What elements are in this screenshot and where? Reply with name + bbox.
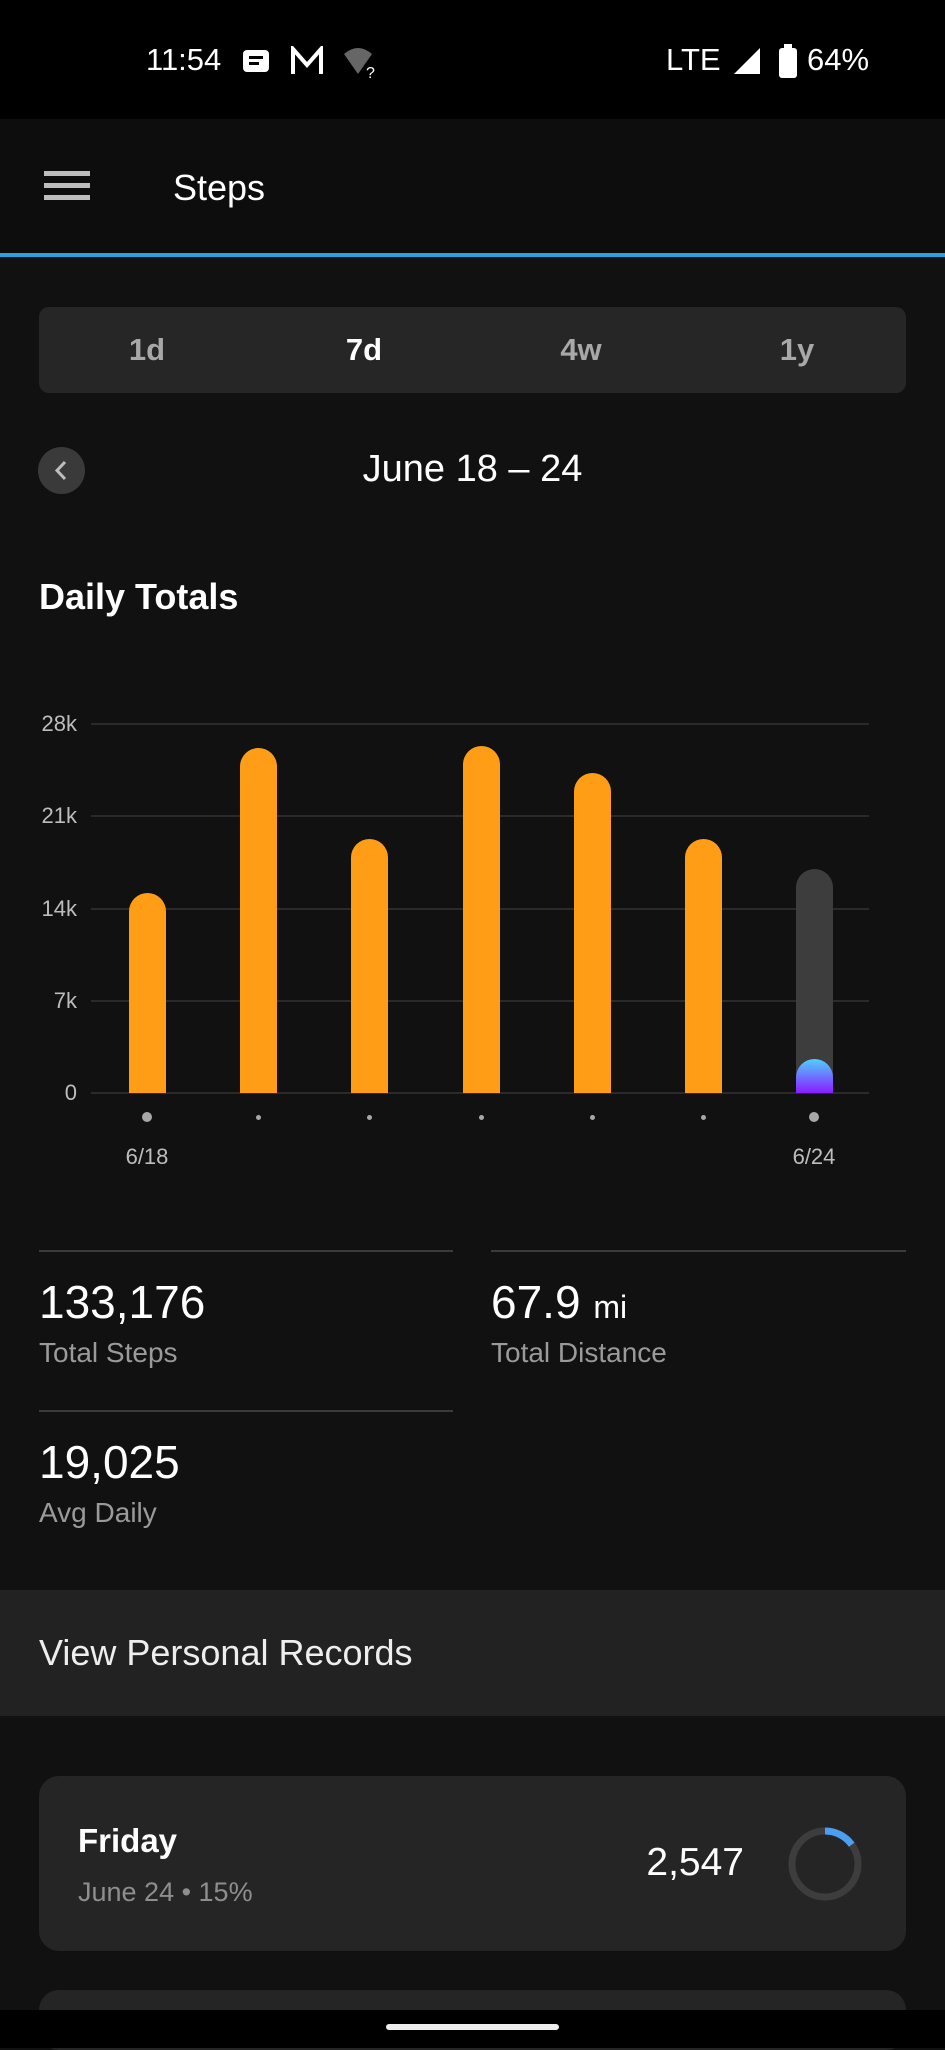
day-card[interactable]: Friday June 24 • 15% 2,547 (39, 1776, 906, 1951)
progress-ring (788, 1827, 862, 1901)
tab-7d[interactable]: 7d (345, 332, 383, 367)
tab-1d[interactable]: 1d (128, 332, 166, 367)
status-time: 11:54 (146, 42, 222, 77)
hamburger-menu-icon[interactable] (44, 171, 90, 201)
bar-6/20[interactable] (350, 838, 388, 1093)
battery-percent: 64% (807, 42, 870, 77)
status-bar: 11:54 ? LTE 64% (0, 0, 945, 119)
goal-bar[interactable] (795, 869, 833, 1093)
home-handle[interactable] (386, 2024, 559, 2030)
page-title: Steps (173, 167, 266, 208)
bar-6/18[interactable] (128, 892, 166, 1093)
x-tick-dot (809, 1112, 819, 1122)
wifi-unknown-icon: ? (344, 48, 375, 80)
battery-icon (779, 44, 797, 78)
gmail-icon (291, 46, 323, 74)
y-tick-label: 7k (53, 987, 77, 1013)
app-bar-accent-line (0, 253, 945, 257)
bar-6/23[interactable] (684, 838, 722, 1093)
daily-totals-chart: 28k 21k 14k 7k 0 6/18 6/24 (41, 711, 869, 1169)
bar-6/24[interactable] (795, 1059, 833, 1093)
bar-6/22[interactable] (573, 772, 611, 1093)
range-tabs: 1d 7d 4w 1y (39, 307, 906, 393)
total-steps-value: 133,176 (39, 1276, 206, 1328)
gridline (91, 723, 869, 725)
day-steps: 2,547 (646, 1841, 744, 1884)
view-personal-records-button[interactable]: View Personal Records (0, 1590, 945, 1716)
total-steps-label: Total Steps (39, 1337, 178, 1368)
bar-6/21[interactable] (462, 746, 500, 1093)
progress-ring-fill (788, 1827, 862, 1901)
y-tick-label: 0 (64, 1080, 77, 1105)
x-tick-label: 6/18 (125, 1144, 169, 1169)
tab-1y[interactable]: 1y (779, 332, 815, 367)
x-tick-dot (366, 1114, 372, 1120)
avg-daily-value: 19,025 (39, 1436, 180, 1488)
gridline (91, 1092, 869, 1094)
divider (39, 1250, 453, 1252)
y-tick-label: 28k (41, 711, 77, 736)
x-tick-label: 6/24 (792, 1144, 836, 1169)
x-tick-dot (700, 1114, 706, 1120)
total-distance-label: Total Distance (491, 1337, 667, 1368)
navigation-bar (0, 2010, 945, 2048)
divider (39, 1410, 453, 1412)
chevron-left-icon (54, 460, 67, 481)
network-type: LTE (666, 42, 721, 77)
app-bar: Steps (0, 119, 945, 253)
tab-4w[interactable]: 4w (560, 332, 602, 367)
divider (491, 1250, 906, 1252)
y-tick-label: 14k (41, 895, 77, 921)
section-title: Daily Totals (39, 576, 239, 617)
news-icon (243, 50, 269, 72)
avg-daily-label: Avg Daily (39, 1497, 157, 1528)
day-name: Friday (78, 1822, 178, 1859)
x-tick-dot (589, 1114, 595, 1120)
total-distance-value: 67.9 (491, 1276, 581, 1328)
date-range: June 18 – 24 (362, 448, 583, 490)
x-tick-dot (142, 1112, 152, 1122)
x-tick-dot (478, 1114, 484, 1120)
svg-text:?: ? (366, 65, 375, 80)
total-distance-unit: mi (593, 1289, 628, 1325)
previous-range-button[interactable] (38, 447, 85, 494)
day-subtitle: June 24 • 15% (78, 1877, 253, 1907)
y-tick-label: 21k (41, 803, 77, 829)
signal-icon (734, 48, 760, 74)
x-tick-dot (255, 1114, 261, 1120)
bar-6/19[interactable] (239, 747, 277, 1093)
personal-records-label: View Personal Records (39, 1632, 413, 1673)
